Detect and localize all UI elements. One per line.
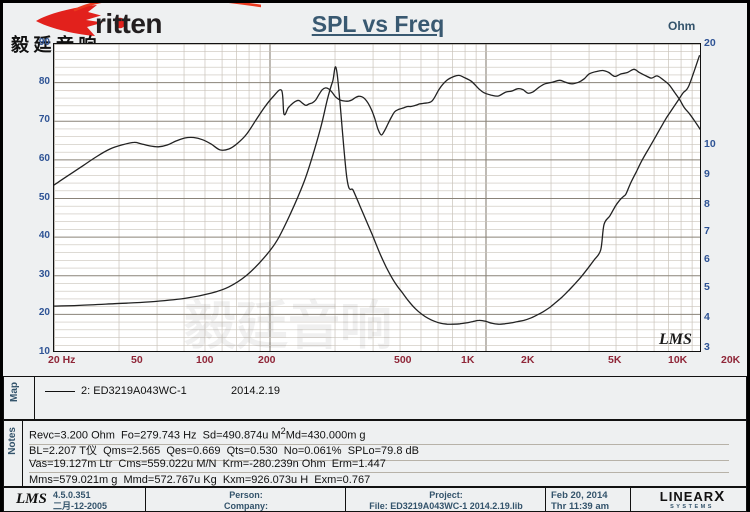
svg-text:毅廷音响: 毅廷音响 (184, 297, 392, 352)
svg-text:LMS: LMS (658, 331, 692, 348)
